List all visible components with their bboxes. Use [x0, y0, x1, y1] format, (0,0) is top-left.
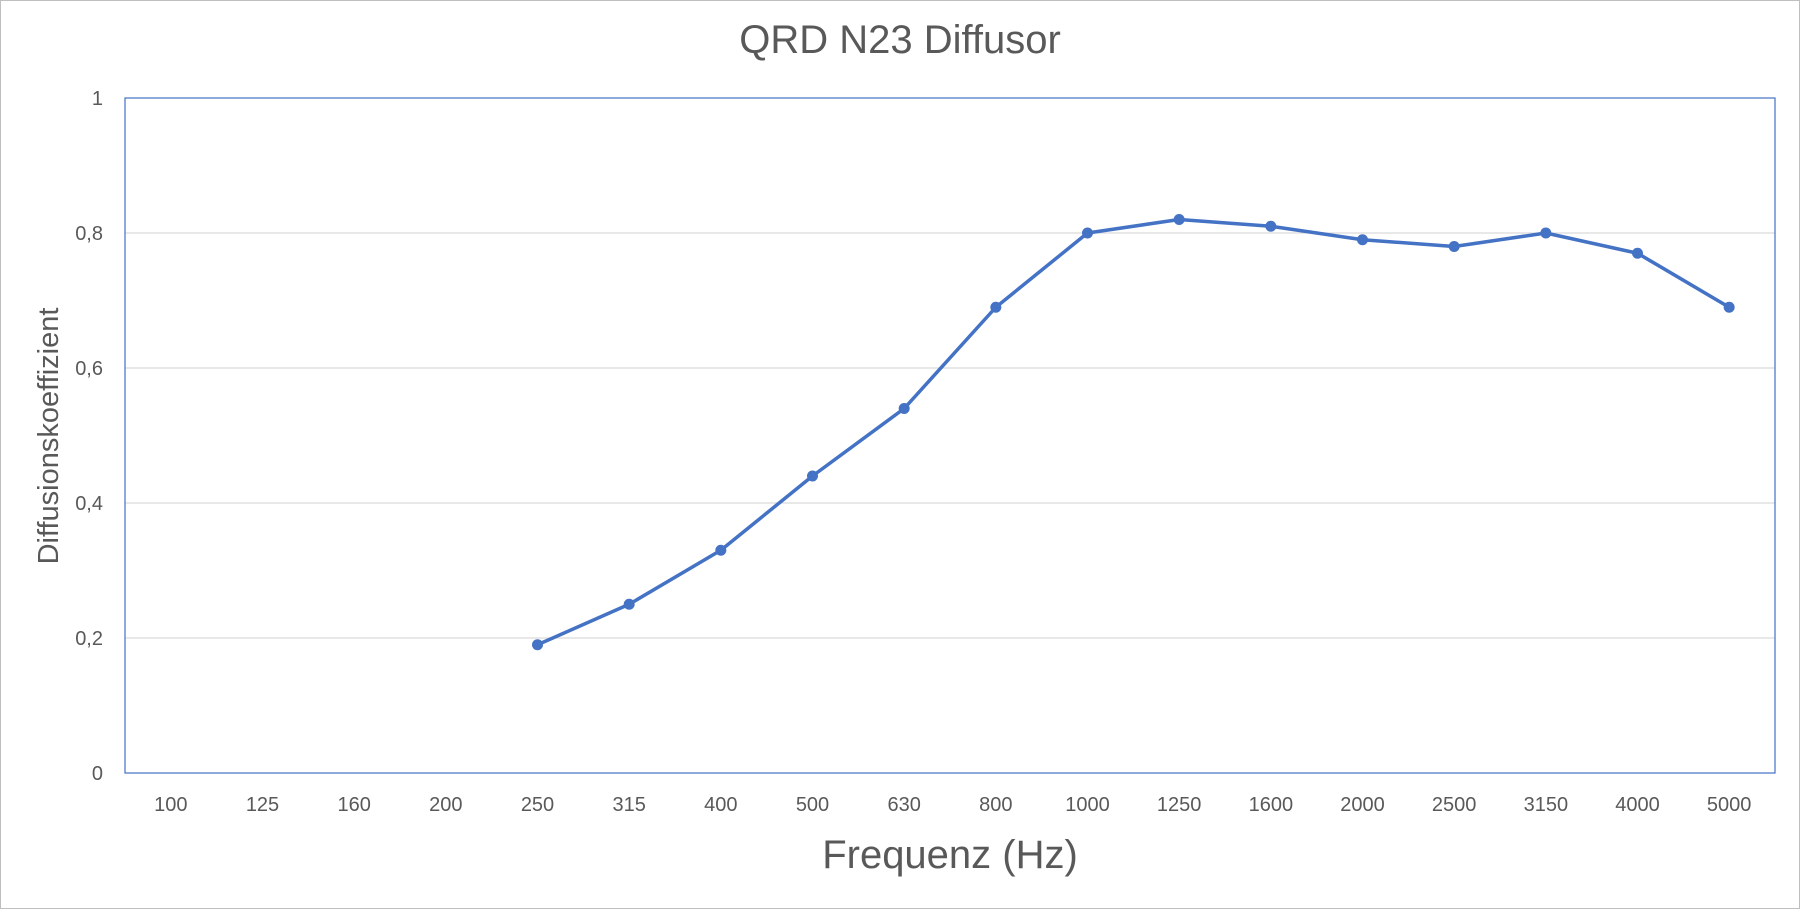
- data-point: [1448, 241, 1460, 252]
- data-point: [532, 639, 543, 651]
- x-tick-label: 2500: [1432, 794, 1477, 816]
- x-tick-label: 125: [246, 794, 279, 816]
- x-tick-label: 5000: [1707, 794, 1752, 816]
- x-tick-label: 200: [429, 794, 462, 816]
- x-tick-label: 1000: [1065, 794, 1110, 816]
- data-point: [1173, 214, 1185, 225]
- y-tick-label: 0,6: [75, 358, 103, 380]
- data-point: [715, 544, 727, 556]
- y-axis-title: Diffusionskoeffizient: [33, 308, 65, 565]
- data-point: [623, 598, 635, 610]
- y-tick-label: 1: [92, 88, 103, 110]
- data-point: [1082, 227, 1093, 239]
- x-tick-label: 1250: [1157, 794, 1202, 816]
- x-tick-label: 400: [704, 794, 737, 816]
- x-axis-title: Frequenz (Hz): [822, 833, 1078, 877]
- x-tick-label: 3150: [1524, 794, 1569, 816]
- x-tick-label: 1600: [1249, 794, 1294, 816]
- x-tick-label: 2000: [1340, 794, 1385, 816]
- chart-title: QRD N23 Diffusor: [739, 18, 1061, 62]
- data-point: [1723, 301, 1735, 313]
- x-tick-label: 315: [612, 794, 645, 816]
- x-tick-label: 100: [154, 794, 187, 816]
- x-axis-tick-labels: 100 125 160 200 250 315 400 500 630 800 1000 1250 16…: [154, 794, 1751, 816]
- y-axis-tick-labels: 0 0,2 0,4 0,6 0,8 1: [75, 88, 103, 785]
- y-tick-label: 0,2: [75, 628, 103, 650]
- data-point: [1265, 220, 1277, 232]
- y-tick-label: 0,8: [75, 223, 103, 245]
- gridlines: [125, 232, 1775, 639]
- x-tick-label: 500: [796, 794, 829, 816]
- y-tick-label: 0: [92, 763, 103, 785]
- x-tick-label: 800: [979, 794, 1012, 816]
- y-tick-label: 0,4: [75, 493, 103, 515]
- plot-area-border: [124, 97, 1776, 774]
- series-layer: [532, 214, 1735, 651]
- data-point: [807, 470, 818, 482]
- x-tick-label: 4000: [1615, 794, 1660, 816]
- x-tick-label: 250: [521, 794, 554, 816]
- x-tick-label: 630: [887, 794, 920, 816]
- series-line: [535, 217, 1731, 647]
- x-tick-label: 160: [337, 794, 370, 816]
- data-point: [1632, 247, 1643, 259]
- data-point: [898, 403, 910, 414]
- data-point: [990, 301, 1002, 313]
- data-point: [1540, 227, 1552, 239]
- data-point: [1357, 234, 1368, 246]
